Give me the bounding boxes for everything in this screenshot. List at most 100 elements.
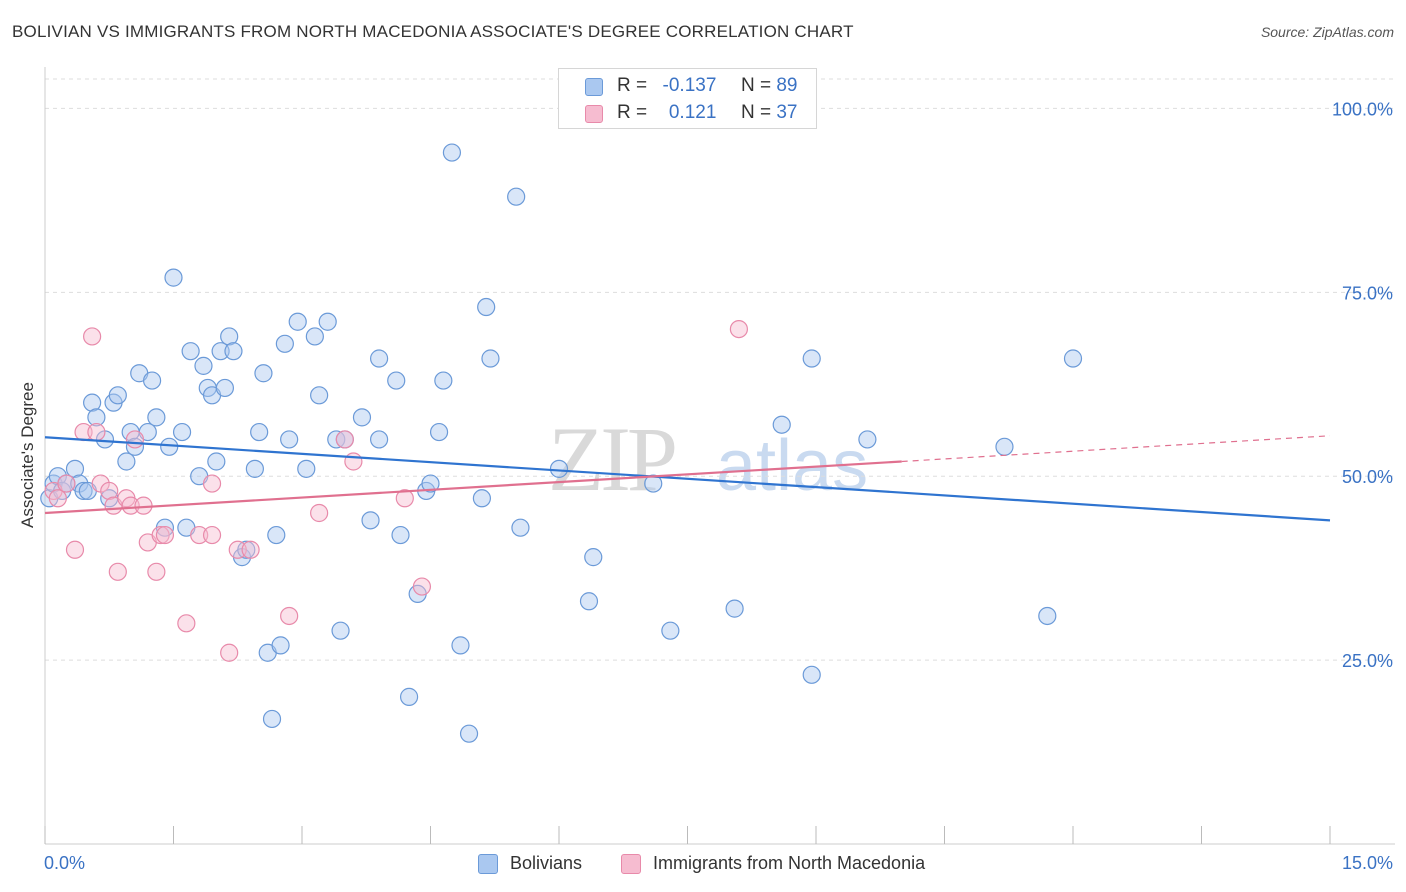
source-attribution: Source: ZipAtlas.com [1260, 24, 1394, 40]
data-point [267, 525, 286, 545]
data-point [280, 606, 299, 626]
data-point [211, 342, 230, 361]
r-label: R = [617, 75, 648, 96]
data-point [121, 496, 140, 515]
data-point [48, 489, 67, 508]
data-point [459, 724, 479, 743]
data-point [725, 599, 744, 618]
data-point [254, 364, 273, 383]
watermark-atlas: atlas [716, 426, 868, 506]
blue-swatch [585, 78, 603, 96]
data-point [472, 489, 491, 508]
series-blue [40, 143, 1083, 743]
n-value: 37 [776, 102, 798, 123]
data-point [87, 408, 106, 427]
data-point [481, 349, 500, 368]
watermark-zip: ZIP [548, 408, 675, 510]
data-point [160, 437, 179, 456]
data-point [729, 319, 749, 339]
data-point [125, 430, 145, 449]
data-point [275, 334, 294, 353]
blue-swatch [478, 854, 498, 874]
data-point [228, 540, 247, 559]
data-point [142, 371, 162, 390]
data-point [147, 408, 166, 427]
correlation-legend: R = -0.137 N = 89 R = 0.121 N = 37 [558, 68, 817, 129]
data-point [297, 459, 316, 478]
data-point [155, 525, 175, 545]
n-value: 89 [776, 75, 798, 96]
n-label: N = [740, 75, 772, 96]
data-point [65, 540, 85, 559]
pink-swatch [585, 105, 603, 123]
data-point [164, 268, 183, 287]
data-point [661, 621, 680, 640]
data-point [395, 489, 414, 508]
data-point [477, 297, 496, 317]
pink-swatch [621, 854, 641, 874]
data-point [202, 525, 222, 545]
data-point [429, 422, 449, 442]
n-label: N = [740, 102, 772, 123]
data-point [108, 386, 127, 405]
data-point [215, 378, 234, 398]
data-point [434, 371, 453, 390]
data-point [412, 577, 432, 596]
y-tick-label: 100.0% [1332, 99, 1393, 119]
data-point [331, 621, 350, 640]
data-point [1063, 349, 1083, 368]
data-point [181, 342, 200, 361]
legend-item-bolivians: Bolivians [478, 852, 598, 876]
data-point [442, 143, 462, 162]
data-point [584, 548, 603, 567]
legend-label: Bolivians [510, 853, 583, 873]
data-point [190, 525, 209, 545]
trend-line-pink [44, 460, 902, 515]
data-point [310, 386, 329, 405]
data-point [100, 481, 119, 501]
data-point [177, 614, 196, 633]
data-point [451, 636, 470, 655]
data-point [344, 452, 363, 471]
data-point [772, 415, 791, 434]
data-point [858, 430, 877, 449]
data-point [549, 459, 569, 478]
data-point [361, 511, 380, 530]
data-point [74, 481, 93, 501]
y-tick-label: 25.0% [1342, 651, 1393, 671]
data-point [352, 408, 372, 427]
data-point [83, 393, 102, 412]
data-point [271, 636, 290, 655]
data-point [241, 540, 260, 559]
data-point [288, 312, 307, 331]
data-point [202, 474, 222, 493]
data-point [262, 709, 282, 729]
data-point [391, 525, 410, 545]
data-point [87, 422, 106, 442]
data-point [370, 349, 389, 368]
data-point [421, 474, 440, 493]
legend-label: Immigrants from North Macedonia [653, 853, 926, 873]
data-point [220, 643, 239, 662]
data-point [305, 327, 324, 346]
trend-extension-pink [901, 435, 1331, 463]
y-tick-label: 75.0% [1342, 283, 1393, 303]
data-point [1038, 606, 1057, 626]
data-point [57, 474, 76, 493]
data-point [802, 665, 821, 684]
series-pink [44, 319, 749, 662]
legend-item-north-macedonia: Immigrants from North Macedonia [621, 852, 981, 876]
r-value: -0.137 [662, 75, 717, 96]
x-tick-label: 15.0% [1342, 853, 1393, 873]
data-point [579, 592, 599, 611]
y-axis-title: Associate's Degree [18, 382, 37, 528]
data-point [511, 518, 530, 537]
data-point [280, 430, 299, 449]
data-point [151, 525, 170, 545]
data-point [399, 687, 419, 706]
data-point [220, 327, 239, 346]
data-point [250, 422, 269, 442]
data-point [318, 312, 337, 331]
data-point [65, 459, 85, 478]
